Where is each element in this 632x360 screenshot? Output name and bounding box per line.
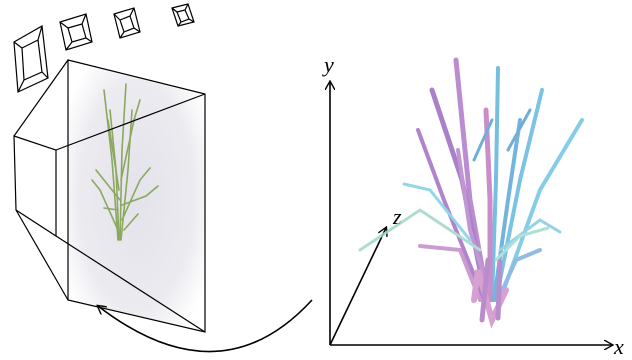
camera-back xyxy=(14,136,56,236)
camera xyxy=(172,4,194,26)
camera xyxy=(60,14,92,50)
z-axis xyxy=(330,228,386,345)
page: y z x (() => { const data = JSON.parse(d… xyxy=(0,0,632,360)
camera xyxy=(114,8,140,38)
x-label: x xyxy=(613,334,624,359)
point-cloud-plant xyxy=(360,60,582,320)
image-plane xyxy=(68,60,205,332)
main-camera xyxy=(14,60,205,332)
camera xyxy=(14,26,48,92)
figure: y z x xyxy=(0,0,632,360)
y-label: y xyxy=(322,52,334,77)
